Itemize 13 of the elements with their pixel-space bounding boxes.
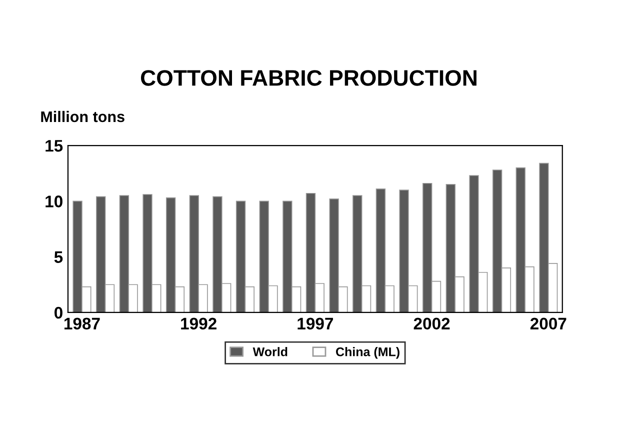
x-tick-label: 1987	[64, 318, 100, 330]
y-tick-label: 15	[46, 140, 63, 152]
y-tick-label: 0	[54, 306, 62, 319]
y-tick-label: 5	[54, 251, 63, 264]
y-axis-title: Million tons	[41, 110, 124, 122]
chart-title: COTTON FABRIC PRODUCTION	[140, 70, 476, 86]
legend-label: China (ML)	[336, 347, 400, 359]
x-tick-label: 2002	[414, 318, 450, 330]
x-tick-label: 1992	[181, 318, 216, 330]
y-tick-label: 10	[46, 196, 62, 208]
legend-label: World	[252, 347, 288, 356]
x-tick-label: 1997	[298, 318, 333, 330]
x-tick-label: 2007	[530, 318, 566, 330]
